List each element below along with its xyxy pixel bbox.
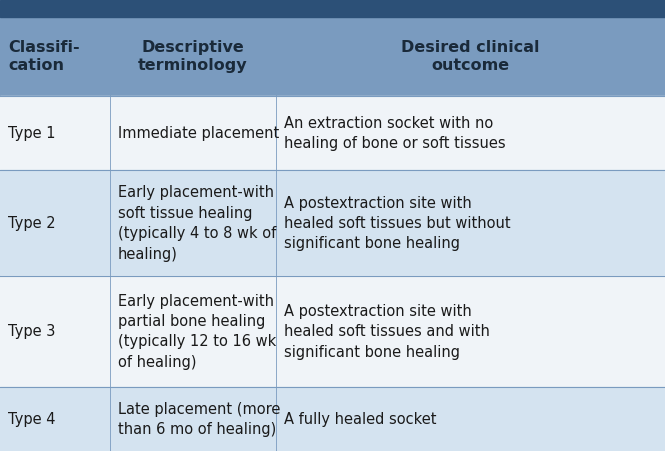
Text: Early placement-with
soft tissue healing
(typically 4 to 8 wk of
healing): Early placement-with soft tissue healing… bbox=[118, 185, 276, 262]
Text: Type 1: Type 1 bbox=[8, 126, 55, 141]
Bar bbox=[0, 0, 665, 17]
Bar bbox=[0, 17, 665, 96]
Text: Descriptive
terminology: Descriptive terminology bbox=[138, 40, 247, 74]
Text: Late placement (more
than 6 mo of healing): Late placement (more than 6 mo of healin… bbox=[118, 402, 280, 437]
Text: Desired clinical
outcome: Desired clinical outcome bbox=[401, 40, 540, 74]
Text: Immediate placement: Immediate placement bbox=[118, 126, 279, 141]
Bar bbox=[0, 96, 665, 170]
Text: Type 3: Type 3 bbox=[8, 324, 55, 339]
Text: Classifi-
cation: Classifi- cation bbox=[8, 40, 80, 74]
Bar bbox=[0, 276, 665, 387]
Text: A postextraction site with
healed soft tissues and with
significant bone healing: A postextraction site with healed soft t… bbox=[284, 304, 490, 359]
Bar bbox=[0, 387, 665, 451]
Text: A postextraction site with
healed soft tissues but without
significant bone heal: A postextraction site with healed soft t… bbox=[284, 196, 511, 251]
Text: A fully healed socket: A fully healed socket bbox=[284, 412, 436, 427]
Text: An extraction socket with no
healing of bone or soft tissues: An extraction socket with no healing of … bbox=[284, 115, 505, 151]
Text: Type 2: Type 2 bbox=[8, 216, 56, 231]
Bar bbox=[0, 170, 665, 276]
Text: Type 4: Type 4 bbox=[8, 412, 55, 427]
Text: Early placement-with
partial bone healing
(typically 12 to 16 wk
of healing): Early placement-with partial bone healin… bbox=[118, 294, 276, 370]
